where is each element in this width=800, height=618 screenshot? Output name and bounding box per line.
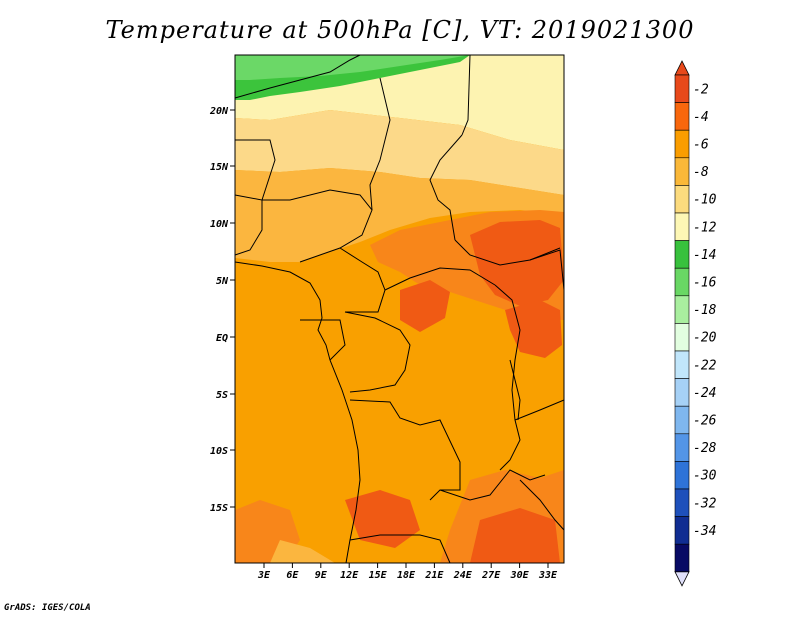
colorbar-label: -4 [693, 110, 709, 125]
border-drc-east [494, 284, 521, 471]
colorbar-swatch [674, 74, 690, 103]
colorbar-label: -22 [693, 358, 717, 373]
border-zambia [439, 469, 546, 501]
lon-tick-label: 3E [257, 570, 271, 581]
border-gabon [300, 319, 346, 361]
colorbar-label: -34 [693, 524, 716, 539]
border-sudan-chad [429, 134, 463, 241]
temperature-field [235, 55, 564, 563]
lat-tick-label: 20N [209, 106, 229, 117]
lon-tick-label: 9E [315, 570, 328, 581]
colorbar-label: -32 [693, 496, 717, 511]
colorbar-swatch [674, 350, 690, 379]
lon-tick-label: 6E [286, 570, 299, 581]
colorbar-over-arrow [674, 60, 690, 76]
colorbar-swatch [674, 157, 690, 186]
colorbar-under-arrow [674, 571, 690, 587]
colorbar-swatch [674, 543, 690, 573]
grads-credit: GrADS: IGES/COLA [4, 603, 91, 613]
colorbar-swatch [674, 378, 690, 407]
border-car-south [384, 267, 496, 291]
border-cameroon-car [339, 247, 386, 313]
colorbar-swatch [674, 129, 690, 159]
colorbar-label: -24 [693, 386, 716, 401]
colorbar-swatch [674, 102, 690, 131]
border-angola-namibia [349, 534, 451, 564]
colorbar-label: -16 [693, 276, 717, 291]
colorbar-swatch [674, 185, 690, 214]
lat-tick-label: 15S [210, 503, 228, 514]
field-hot-southeast [470, 508, 560, 563]
border-lake-tanganyika [509, 359, 521, 421]
lon-tick-label: 21E [424, 570, 444, 581]
field-tan-sw-coast [270, 540, 335, 563]
colorbar-label: -14 [693, 248, 716, 263]
border-mali-niger [235, 139, 276, 201]
field-hot-south [345, 490, 420, 548]
lat-tick-label: 10N [210, 219, 229, 230]
colorbar-label: -8 [693, 165, 709, 180]
colorbar-label: -2 [693, 82, 709, 97]
field-hot-lakes [505, 300, 562, 358]
latitude-axis: 20N 15N 10N 5N EQ 5S 10S 15S [209, 106, 235, 514]
colorbar-swatch [674, 240, 690, 269]
lon-tick-label: 18E [397, 570, 416, 581]
lat-tick-label: 5S [216, 390, 228, 401]
colorbar-label: -6 [693, 138, 709, 153]
field-light-band [235, 110, 564, 195]
lon-tick-label: 12E [340, 570, 359, 581]
field-tan-band [235, 168, 564, 262]
colorbar-label: -18 [693, 303, 717, 318]
colorbar-swatch [674, 461, 690, 490]
border-west-africa [234, 194, 263, 256]
colorbar-swatch [674, 212, 690, 241]
field-north-lightgreen [235, 55, 470, 80]
border-drc-angola [349, 399, 461, 501]
border-niger-chad [369, 77, 391, 211]
colorbar-swatch [674, 433, 690, 462]
border-algeria-libya [234, 54, 361, 99]
lat-tick-label: 15N [210, 162, 229, 173]
lon-tick-label: 15E [369, 570, 388, 581]
colorbar-label: -26 [693, 414, 717, 429]
colorbar-swatch [674, 516, 690, 545]
border-libya-egypt [461, 54, 471, 136]
colorbar-label: -30 [693, 469, 717, 484]
country-borders [234, 54, 565, 564]
border-mozambique [519, 479, 565, 531]
colorbar-label: -10 [693, 193, 717, 208]
lat-tick-label: EQ [216, 333, 228, 344]
map-frame [234, 54, 565, 564]
colorbar-swatch [674, 405, 690, 435]
colorbar: -2 -4 -6 -8 -10 -12 -14 -16 -18 -20 -22 -24 -26 -28 -3… [674, 60, 717, 587]
lon-tick-label: 24E [453, 570, 473, 581]
colorbar-label: -12 [693, 220, 717, 235]
colorbar-swatch [674, 267, 690, 297]
lon-tick-label: 27E [481, 570, 501, 581]
border-kenya [529, 249, 565, 291]
border-nigeria [262, 189, 373, 263]
chart-title: Temperature at 500hPa [C], VT: 201902130… [105, 16, 695, 44]
longitude-axis: 3E 6E 9E 12E 15E 18E 21E 24E 27E 30E 33E [257, 563, 558, 581]
field-hot-center [400, 280, 450, 332]
border-southsudan [454, 239, 561, 266]
border-tanzania [514, 399, 565, 421]
coastline-west [234, 261, 361, 564]
colorbar-label: -28 [693, 441, 717, 456]
border-congo-drc [344, 311, 411, 393]
colorbar-swatch [674, 323, 690, 352]
colorbar-label: -20 [693, 331, 717, 346]
colorbar-swatch [674, 488, 690, 517]
lat-tick-label: 5N [216, 276, 229, 287]
lat-tick-label: 10S [210, 446, 228, 457]
lon-tick-label: 33E [538, 570, 558, 581]
lon-tick-label: 30E [510, 570, 530, 581]
colorbar-swatch [674, 295, 690, 324]
